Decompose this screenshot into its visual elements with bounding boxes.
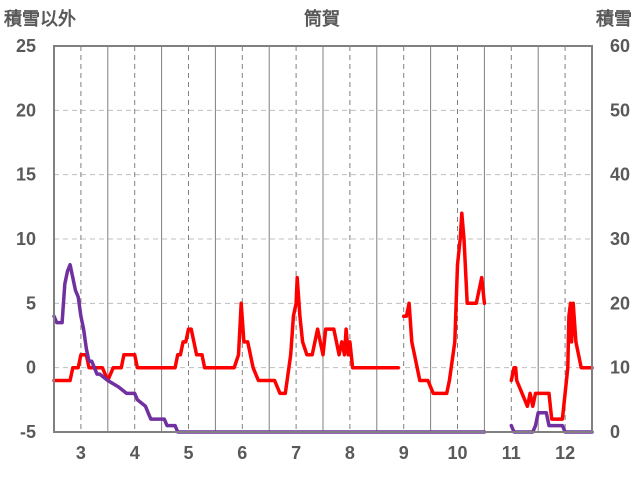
x-tick-label: 7 [291, 443, 301, 463]
y-left-tick-label: 15 [16, 165, 36, 185]
y-left-axis-label: 積雪以外 [3, 8, 76, 29]
x-tick-label: 12 [555, 443, 575, 463]
y-left-tick-label: 20 [16, 100, 36, 120]
x-tick-label: 6 [237, 443, 247, 463]
x-tick-label: 11 [502, 443, 521, 463]
chart-title: 筒賀 [304, 8, 340, 29]
y-left-tick-label: 10 [16, 229, 36, 249]
y-right-tick-label: 60 [610, 36, 630, 56]
y-right-tick-label: 50 [610, 100, 630, 120]
x-tick-label: 8 [345, 443, 355, 463]
y-right-tick-label: 20 [610, 293, 630, 313]
y-left-tick-label: 5 [26, 293, 36, 313]
x-tick-label: 4 [130, 443, 140, 463]
x-tick-label: 5 [183, 443, 193, 463]
x-tick-label: 10 [447, 443, 467, 463]
y-right-tick-label: 40 [610, 165, 630, 185]
y-right-tick-label: 0 [610, 422, 620, 442]
y-left-tick-label: -5 [20, 422, 36, 442]
y-left-tick-label: 0 [26, 358, 36, 378]
y-right-tick-label: 30 [610, 229, 630, 249]
x-tick-label: 9 [399, 443, 409, 463]
y-left-tick-label: 25 [16, 36, 36, 56]
y-right-axis-label: 積雪 [595, 8, 632, 29]
x-tick-label: 3 [76, 443, 86, 463]
y-right-tick-label: 10 [610, 358, 630, 378]
